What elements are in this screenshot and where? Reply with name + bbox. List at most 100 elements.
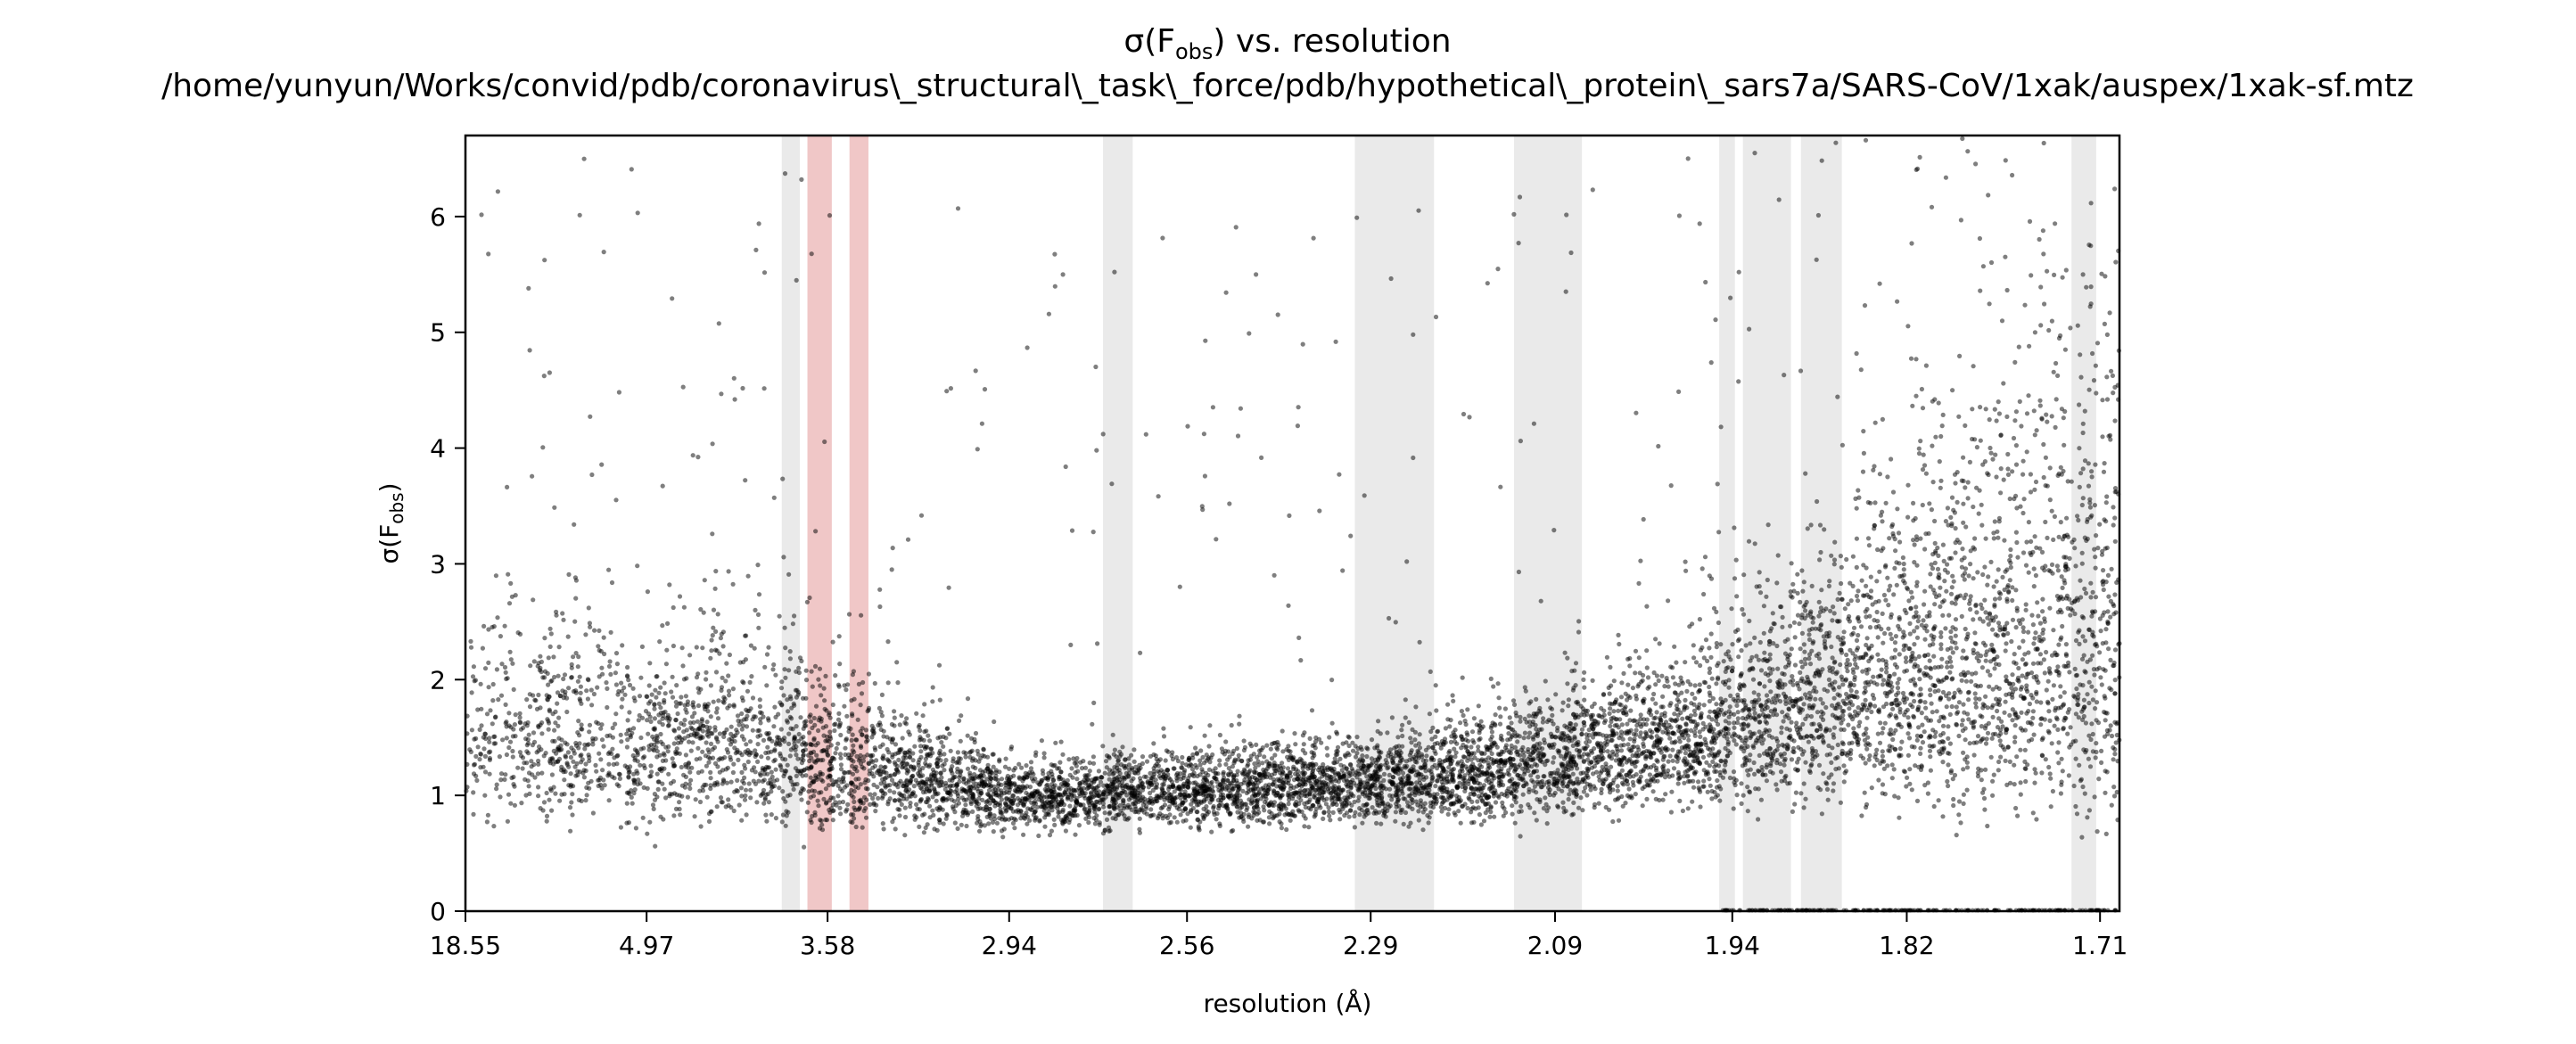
data-point — [1956, 812, 1962, 818]
data-point — [1853, 496, 1858, 502]
data-point — [2058, 333, 2063, 339]
data-point — [1961, 702, 1966, 707]
data-point — [507, 739, 514, 744]
data-point — [1863, 609, 1868, 614]
data-point — [1888, 728, 1893, 733]
data-point — [2033, 572, 2038, 579]
data-point — [1920, 467, 1926, 473]
data-point — [2022, 766, 2028, 771]
data-point — [829, 777, 835, 783]
data-point — [2099, 748, 2104, 754]
data-point — [1090, 760, 1097, 766]
data-point — [1745, 744, 1750, 750]
data-point — [1450, 693, 1455, 698]
data-point — [2026, 520, 2031, 525]
data-point — [1545, 697, 1551, 703]
data-point — [830, 818, 835, 823]
data-point — [1551, 755, 1557, 760]
data-point — [1968, 594, 1973, 599]
data-point — [2040, 565, 2045, 571]
data-point — [1356, 763, 1362, 769]
data-point — [1843, 678, 1848, 683]
data-point — [1298, 793, 1304, 799]
data-point — [613, 721, 618, 727]
data-points — [464, 136, 2122, 913]
data-point — [1854, 350, 1859, 357]
data-point — [1905, 752, 1911, 758]
data-point — [2046, 327, 2052, 333]
data-point — [757, 697, 762, 703]
data-point — [2050, 696, 2055, 703]
data-point — [1435, 766, 1440, 771]
data-point — [1818, 696, 1823, 702]
data-point — [1989, 705, 1995, 711]
data-point — [688, 777, 694, 783]
data-point — [1534, 727, 1539, 732]
data-point — [1241, 818, 1247, 825]
data-point — [1493, 800, 1499, 805]
data-point — [1280, 765, 1286, 770]
data-point — [866, 671, 872, 677]
data-point — [473, 753, 479, 760]
data-point — [1761, 604, 1766, 609]
data-point — [819, 693, 824, 698]
data-point — [1621, 782, 1626, 787]
data-point — [2085, 815, 2090, 820]
data-point — [838, 755, 844, 760]
data-point — [512, 722, 518, 728]
data-point — [1778, 769, 1784, 775]
data-point — [833, 673, 838, 678]
data-point — [2041, 474, 2046, 481]
data-point — [1854, 593, 1860, 599]
data-point — [2093, 755, 2098, 760]
data-point — [852, 807, 858, 813]
data-point — [1691, 770, 1697, 776]
data-point — [2044, 687, 2049, 693]
data-point — [1938, 585, 1943, 590]
data-point — [1914, 737, 1920, 743]
data-point — [1806, 637, 1813, 643]
data-point — [510, 754, 515, 760]
data-point — [1313, 806, 1319, 811]
data-point — [504, 752, 510, 758]
data-point — [715, 612, 720, 617]
data-point — [2035, 600, 2040, 605]
data-point — [2104, 769, 2110, 775]
data-point — [2010, 672, 2015, 678]
data-point — [1522, 716, 1527, 722]
data-point — [786, 741, 792, 747]
data-point — [1618, 748, 1625, 753]
data-point — [1711, 605, 1717, 611]
data-point — [1617, 702, 1622, 707]
data-point — [1839, 650, 1845, 655]
data-point — [1095, 641, 1100, 646]
data-point — [1938, 739, 1943, 745]
data-point — [918, 749, 924, 754]
data-point — [555, 690, 561, 695]
data-point — [1701, 591, 1707, 597]
data-point — [1570, 811, 1576, 817]
chart-title: σ(Fobs) vs. resolution — [1123, 23, 1451, 64]
data-point — [1066, 757, 1072, 762]
data-point — [1912, 560, 1917, 565]
data-point — [843, 752, 848, 758]
data-point — [1856, 632, 1861, 638]
data-point — [1339, 768, 1345, 773]
data-point — [2046, 764, 2052, 770]
data-point — [1369, 737, 1375, 743]
data-point — [490, 681, 496, 687]
data-point — [1863, 697, 1868, 703]
data-point — [1811, 721, 1816, 727]
data-point — [1938, 634, 1944, 639]
data-point — [1488, 725, 1494, 730]
data-point — [756, 221, 761, 226]
data-point — [755, 728, 761, 734]
data-point — [761, 801, 767, 806]
data-point — [519, 801, 524, 806]
data-point — [652, 726, 657, 731]
data-point — [1644, 665, 1650, 670]
data-point — [658, 705, 663, 711]
data-point — [2077, 762, 2082, 768]
data-point — [487, 757, 493, 763]
data-point — [708, 785, 713, 792]
